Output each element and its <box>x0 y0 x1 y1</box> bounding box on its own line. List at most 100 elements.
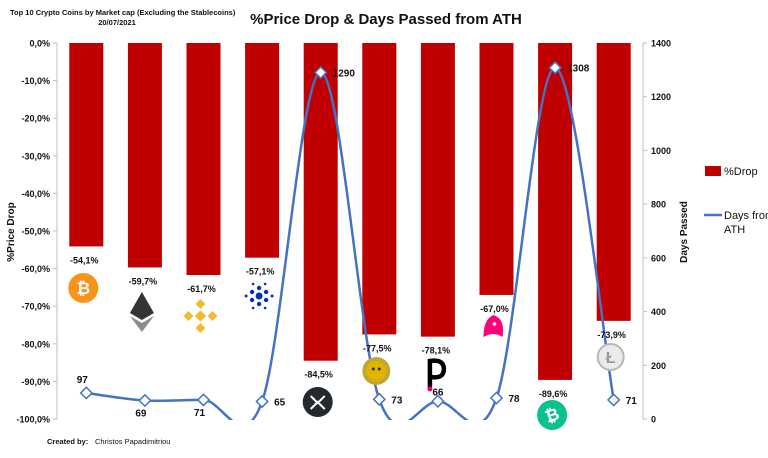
bar-value-label: -57,1% <box>246 267 275 277</box>
dogecoin-inner <box>366 361 387 381</box>
bar-drop <box>479 43 514 295</box>
y-axis-label: %Price Drop <box>6 202 17 261</box>
days-value-label: 1308 <box>567 64 590 75</box>
days-marker <box>489 391 504 405</box>
bar-value-label: -78,1% <box>422 346 451 356</box>
bar-value-label: -73,9% <box>597 330 626 340</box>
y-tick-label: -40,0% <box>21 189 50 199</box>
y2-tick-label: 1000 <box>651 146 671 156</box>
binance-coin-icon <box>183 299 218 333</box>
days-marker <box>255 394 269 409</box>
litecoin-coin-shape <box>596 343 625 371</box>
days-marker <box>372 392 387 407</box>
cardano-icon <box>244 282 274 310</box>
subtitle-date: 20/07/2021 <box>98 18 136 27</box>
days-marker <box>548 60 562 75</box>
ethereum-icon <box>129 292 154 332</box>
ethereum-upper-shape <box>129 292 154 320</box>
litecoin-glyph: Ł <box>606 350 616 367</box>
y-tick-label: -30,0% <box>21 151 50 161</box>
bnb-side-diamond <box>195 299 206 309</box>
bar-value-label: -67,0% <box>480 304 509 314</box>
days-marker <box>431 394 445 408</box>
credit-prefix: Created by: <box>47 437 88 446</box>
labels-layer: -54,1% -59,7% -61,7% -57,1% -84,5% -77,5% -78,… <box>70 64 637 420</box>
y-tick-label: -80,0% <box>21 339 50 349</box>
cardano-dot <box>256 301 262 307</box>
cardano-dot <box>249 289 255 295</box>
dogecoin-eye <box>377 367 381 371</box>
bnb-center-diamond <box>194 310 207 322</box>
dogecoin-eye <box>371 367 375 371</box>
days-line-series <box>86 66 615 420</box>
y2-tick-label: 600 <box>651 253 666 263</box>
bar-value-label: -54,1% <box>70 255 99 265</box>
days-value-label: 1290 <box>333 69 356 80</box>
bar-value-label: -59,7% <box>129 276 158 286</box>
y2-tick-label: 1400 <box>651 39 671 49</box>
cardano-dot <box>263 289 269 295</box>
legend-label-drop: %Drop <box>724 166 758 178</box>
y-tick-label: 0,0% <box>29 39 50 49</box>
chart-title: %Price Drop & Days Passed from ATH <box>250 11 522 28</box>
credit-name: Christos Papadimitriou <box>95 437 170 446</box>
y2-axis-label: Days Passed <box>679 201 690 263</box>
xrp-icon <box>302 387 333 417</box>
cardano-dot <box>263 306 267 310</box>
bitcoin-cash-icon: ₿ <box>537 400 568 430</box>
days-marker <box>138 393 152 408</box>
bars-layer <box>69 43 631 380</box>
bar-drop <box>245 43 280 258</box>
y-tick-label: -70,0% <box>21 302 50 312</box>
bnb-side-diamond <box>195 323 206 333</box>
legend: %Drop Days from ATH <box>704 166 768 236</box>
days-marker <box>79 386 94 400</box>
legend-swatch-drop <box>705 166 721 176</box>
days-value-label: 97 <box>77 375 89 386</box>
bitcoin-icon: ₿ <box>68 273 99 303</box>
uniswap-eye <box>492 322 497 326</box>
bitcoin-cash-coin-shape <box>537 400 568 430</box>
cardano-dot <box>263 282 267 286</box>
polkadot-glyph <box>427 358 447 390</box>
y2-tick-label: 400 <box>651 307 666 317</box>
bar-drop <box>596 43 631 321</box>
bar-value-label: -84,5% <box>304 370 333 380</box>
polkadot-dot <box>427 386 433 392</box>
subtitle-line-1: Top 10 Crypto Coins by Market cap (Exclu… <box>10 8 236 17</box>
bar-value-label: -77,5% <box>363 343 392 353</box>
cardano-dot <box>251 306 255 310</box>
days-value-label: 69 <box>135 408 147 419</box>
y-tick-label: -60,0% <box>21 264 50 274</box>
cardano-dot <box>263 297 269 303</box>
bar-drop <box>362 43 397 335</box>
days-marker <box>196 393 211 407</box>
cardano-dot <box>251 282 255 286</box>
bar-drop <box>420 43 455 337</box>
y2-tick-label: 0 <box>651 415 656 425</box>
bnb-side-diamond <box>183 311 194 321</box>
bar-drop <box>69 43 104 247</box>
y-tick-label: -20,0% <box>21 114 50 124</box>
litecoin-icon: Ł <box>596 343 625 371</box>
y-tick-label: -50,0% <box>21 227 50 237</box>
bar-value-label: -89,6% <box>539 389 568 399</box>
days-value-label: 78 <box>509 394 521 405</box>
cardano-dot <box>270 294 274 298</box>
xrp-glyph <box>309 395 326 410</box>
bnb-side-diamond <box>207 311 218 321</box>
dogecoin-icon <box>362 357 391 385</box>
bitcoin-cash-glyph: ₿ <box>543 404 563 428</box>
y-tick-label: -10,0% <box>21 76 50 86</box>
y2-tick-label: 800 <box>651 200 666 210</box>
axes-layer: 0,0% -10,0% -20,0% -30,0% -40,0% -50,0% -60,0%… <box>16 39 671 425</box>
bar-drop <box>303 43 338 361</box>
uniswap-unicorn-shape <box>483 315 504 337</box>
y-tick-label: -90,0% <box>21 377 50 387</box>
bar-drop <box>127 43 162 268</box>
polkadot-icon <box>427 358 447 392</box>
cardano-dot <box>249 297 255 303</box>
days-marker <box>313 65 328 80</box>
